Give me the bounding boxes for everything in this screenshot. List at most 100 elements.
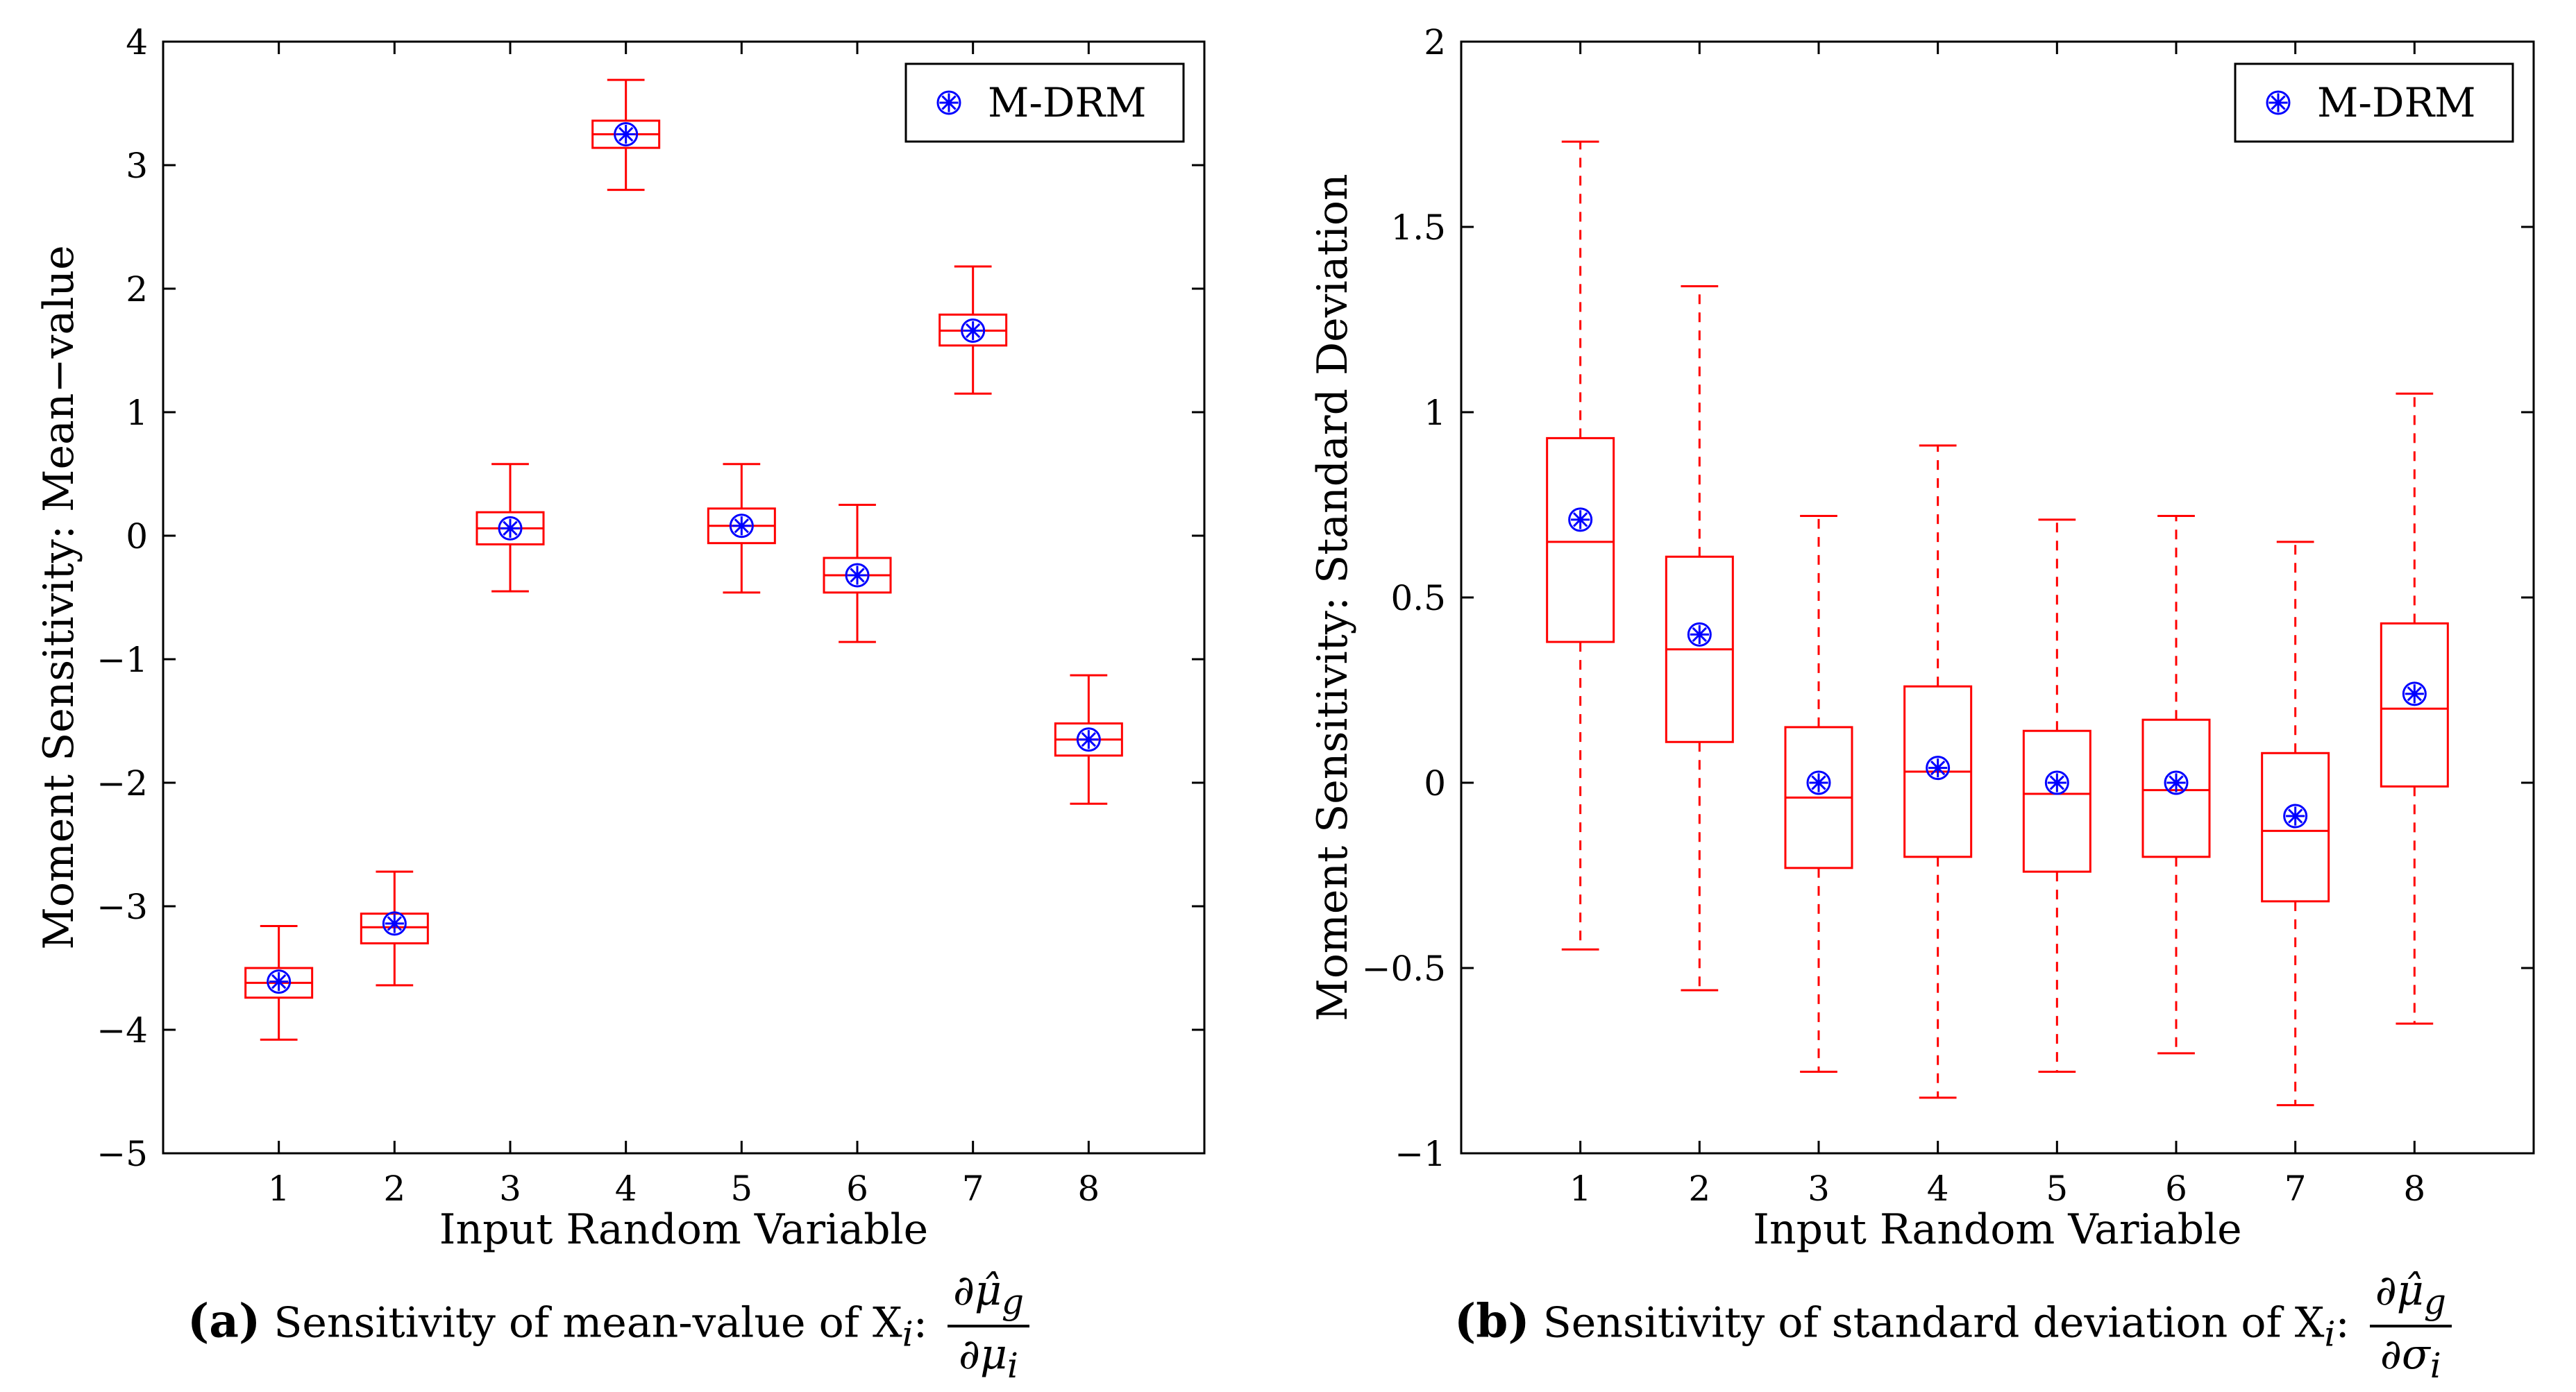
y-tick-label: −0.5	[1362, 949, 1446, 989]
marker-spoke	[2287, 808, 2303, 824]
marker-circle	[1076, 727, 1101, 752]
marker-spoke	[503, 520, 518, 536]
marker-circle	[1568, 507, 1593, 532]
x-tick-label: 1	[1569, 1169, 1592, 1209]
caption-a-frac-num-sub: g	[1002, 1282, 1025, 1322]
mdrm-point	[1076, 727, 1101, 752]
marker-spoke	[850, 568, 865, 583]
mdrm-point	[1806, 770, 1831, 795]
panel-b: −1 −0.5 0 0.5 1 1.5 2 1 2 3 4 5 6 7 8 Input Random Vari…	[1308, 22, 2535, 1254]
x-axis-label: Input Random Variable	[1753, 1205, 2241, 1254]
marker-circle	[498, 516, 523, 541]
mdrm-point	[267, 969, 292, 994]
mdrm-point	[729, 513, 754, 538]
caption-a-frac-den: ∂μ	[959, 1330, 1008, 1379]
mdrm-point	[961, 319, 986, 343]
mdrm-point	[2164, 770, 2189, 795]
y-tick-label: 1	[1424, 393, 1446, 433]
x-tick-label: 2	[1688, 1169, 1710, 1209]
y-tick-label: −1	[1395, 1134, 1446, 1174]
legend-marker	[936, 90, 961, 115]
box-2	[1665, 285, 1734, 992]
box-iqr	[360, 913, 429, 944]
marker-spoke	[1811, 775, 1826, 790]
caption-a-subscript: i	[902, 1314, 914, 1355]
x-tick-label: 3	[499, 1169, 521, 1209]
caption-b-letter: (b)	[1454, 1293, 1530, 1348]
y-tick-label: 4	[126, 22, 148, 62]
caption-b-colon: :	[2335, 1298, 2350, 1348]
mdrm-point	[2283, 804, 2308, 829]
plot-frame-a	[162, 40, 1206, 1155]
x-tick-label: 1	[268, 1169, 290, 1209]
caption-a-fraction: ∂μ̂g ∂μi	[948, 1266, 1030, 1386]
marker-circle	[2283, 804, 2308, 829]
box-iqr	[2380, 622, 2449, 788]
y-tick-label: 3	[126, 146, 148, 186]
marker-circle	[1687, 622, 1712, 647]
y-tick-label: 2	[1424, 22, 1446, 62]
caption-b-frac-den-sub: i	[2430, 1346, 2441, 1386]
caption-b-fraction: ∂μ̂g ∂σi	[2369, 1266, 2452, 1386]
marker-spoke	[941, 95, 957, 110]
marker-circle	[267, 969, 292, 994]
marker-circle	[614, 122, 639, 146]
x-tick-label: 7	[2284, 1169, 2307, 1209]
marker-circle	[936, 90, 961, 115]
box-6	[823, 504, 892, 643]
box-5	[2022, 518, 2091, 1073]
caption-b-frac-num-sub: g	[2423, 1282, 2446, 1322]
y-tick-label: 1	[126, 393, 148, 433]
y-tick-label: −2	[96, 763, 148, 804]
y-tick-label: −1	[96, 640, 148, 680]
x-axis-label: Input Random Variable	[439, 1205, 928, 1254]
marker-spoke	[1930, 760, 1946, 776]
x-tick-label: 4	[1927, 1169, 1949, 1209]
box-3	[1784, 515, 1853, 1073]
marker-circle	[2266, 90, 2291, 115]
y-tick-label: 0.5	[1390, 578, 1446, 618]
marker-spoke	[2271, 95, 2286, 110]
x-tick-label: 6	[846, 1169, 868, 1209]
caption-a-frac-den-sub: i	[1007, 1346, 1019, 1386]
y-tick-label: −3	[96, 887, 148, 927]
x-tick-label: 2	[383, 1169, 405, 1209]
marker-spoke	[1081, 732, 1097, 747]
marker-spoke	[2407, 686, 2423, 702]
box-5	[707, 463, 776, 594]
marker-circle	[2164, 770, 2189, 795]
mdrm-point	[2402, 681, 2427, 706]
marker-spoke	[2049, 775, 2065, 790]
caption-b-frac-num: ∂μ̂	[2375, 1266, 2424, 1315]
marker-circle	[845, 563, 870, 588]
y-axis-label: Moment Sensitivity: Standard Deviation	[1308, 173, 1357, 1021]
marker-circle	[729, 513, 754, 538]
box-7	[2261, 541, 2330, 1107]
marker-circle	[1806, 770, 1831, 795]
marker-spoke	[271, 974, 287, 990]
caption-a: (a) Sensitivity of mean-value of Xi: ∂μ̂…	[187, 1266, 1030, 1386]
legend-label: M-DRM	[988, 79, 1147, 126]
y-tick-label: 1.5	[1390, 207, 1446, 248]
caption-b-frac-den: ∂σ	[2380, 1330, 2430, 1379]
legend-a: M-DRM	[904, 62, 1185, 143]
box-8	[1054, 674, 1123, 805]
marker-circle	[961, 319, 986, 343]
box-iqr	[2022, 729, 2091, 873]
y-tick-label: 0	[1424, 763, 1446, 804]
caption-b-subscript: i	[2324, 1314, 2336, 1355]
x-tick-label: 3	[1808, 1169, 1830, 1209]
caption-a-letter: (a)	[187, 1293, 261, 1348]
mdrm-point	[614, 122, 639, 146]
box-iqr	[2261, 752, 2330, 903]
legend-b: M-DRM	[2234, 62, 2514, 143]
x-tick-label: 8	[2403, 1169, 2425, 1209]
box-1	[1546, 140, 1615, 951]
marker-circle	[382, 911, 407, 936]
y-tick-label: −4	[96, 1010, 148, 1051]
x-tick-label: 5	[730, 1169, 752, 1209]
box-1	[244, 924, 314, 1041]
mdrm-point	[1926, 756, 1951, 781]
x-tick-label: 8	[1077, 1169, 1100, 1209]
legend-label: M-DRM	[2317, 79, 2476, 126]
